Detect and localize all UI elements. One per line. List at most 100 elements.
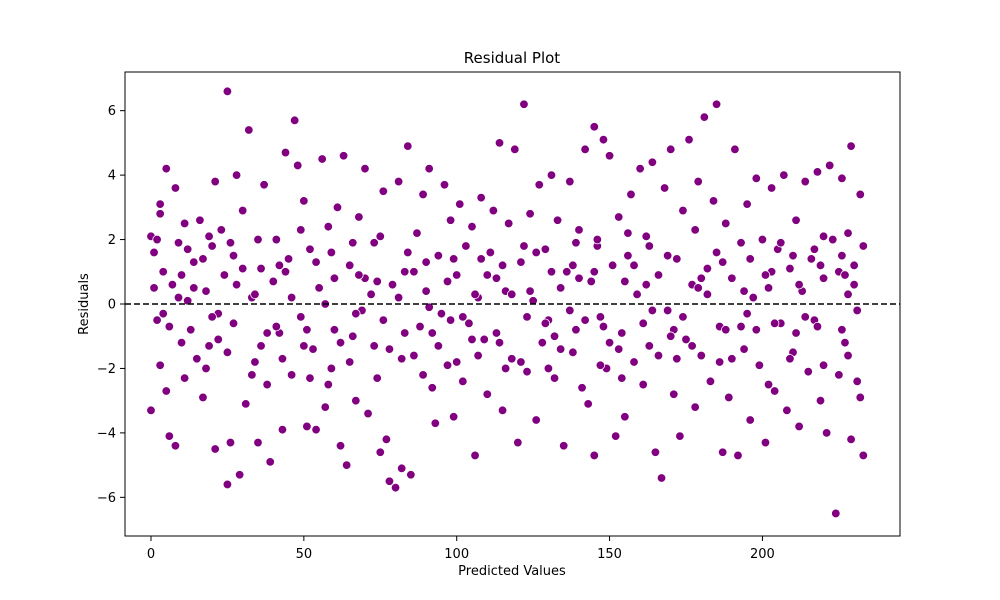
data-point xyxy=(219,270,230,280)
data-point xyxy=(717,257,728,267)
data-point xyxy=(837,173,847,184)
data-point xyxy=(589,267,599,277)
data-point xyxy=(176,337,187,348)
data-point xyxy=(173,292,184,303)
data-point xyxy=(302,421,312,432)
data-point xyxy=(234,470,245,480)
data-point xyxy=(577,383,587,393)
data-point xyxy=(549,331,560,341)
data-point xyxy=(311,424,321,435)
data-point xyxy=(497,405,508,416)
data-point xyxy=(546,170,557,180)
data-point xyxy=(785,354,795,364)
data-point xyxy=(280,267,291,277)
data-point xyxy=(403,141,413,151)
data-point xyxy=(843,289,853,300)
data-point xyxy=(329,273,340,283)
data-point xyxy=(849,279,859,290)
data-point xyxy=(855,189,865,200)
data-point xyxy=(409,267,419,277)
data-point xyxy=(745,254,755,264)
data-point xyxy=(363,408,373,419)
data-point xyxy=(421,286,431,296)
data-point xyxy=(733,450,743,461)
data-point xyxy=(598,321,609,332)
data-point xyxy=(222,479,233,490)
data-point xyxy=(393,292,404,303)
data-point xyxy=(641,231,651,242)
data-point xyxy=(152,315,162,325)
data-point xyxy=(452,270,462,280)
data-point xyxy=(204,231,214,242)
data-point xyxy=(286,370,297,380)
data-point xyxy=(843,228,853,238)
data-point xyxy=(647,305,658,316)
data-point xyxy=(623,250,633,261)
data-point xyxy=(794,421,804,432)
data-point xyxy=(216,225,227,235)
data-point xyxy=(763,379,774,390)
data-point xyxy=(675,431,685,441)
data-point xyxy=(479,334,489,345)
data-point xyxy=(858,450,869,461)
data-point xyxy=(283,254,294,264)
data-point xyxy=(308,344,318,354)
data-point xyxy=(555,283,566,293)
data-point xyxy=(855,392,865,403)
data-point xyxy=(617,373,627,383)
data-point xyxy=(207,241,217,251)
data-point xyxy=(571,325,581,335)
data-point xyxy=(253,234,263,245)
data-point xyxy=(794,279,804,290)
data-point xyxy=(721,218,731,229)
data-point xyxy=(659,183,670,193)
data-point xyxy=(155,199,165,209)
data-point xyxy=(852,376,862,387)
data-point xyxy=(500,363,511,374)
data-point xyxy=(296,225,306,235)
data-point xyxy=(687,341,697,351)
data-point xyxy=(406,470,416,480)
data-point xyxy=(256,263,266,274)
data-point xyxy=(222,347,233,358)
data-point xyxy=(158,308,168,319)
data-point xyxy=(485,247,496,258)
data-point xyxy=(323,221,334,232)
data-point xyxy=(580,315,590,325)
data-point xyxy=(442,276,453,287)
data-point xyxy=(491,328,502,338)
data-point xyxy=(332,202,343,213)
data-point xyxy=(626,189,636,200)
data-point xyxy=(467,221,477,232)
data-point xyxy=(672,354,682,364)
chart-title: Residual Plot xyxy=(464,49,561,67)
data-point xyxy=(516,257,526,267)
data-point xyxy=(375,231,385,242)
data-point xyxy=(650,447,661,457)
data-point xyxy=(552,215,563,225)
data-point xyxy=(583,399,593,409)
data-point xyxy=(311,257,321,267)
data-point xyxy=(641,279,651,290)
data-point xyxy=(693,283,703,293)
data-point xyxy=(192,354,202,364)
data-point xyxy=(470,450,480,461)
data-point xyxy=(785,263,795,274)
data-point xyxy=(237,205,248,216)
data-point xyxy=(452,357,462,367)
x-axis: 0 50 100 150 200 xyxy=(147,536,775,562)
data-point xyxy=(644,341,655,351)
data-point xyxy=(696,273,706,283)
data-point xyxy=(164,321,175,332)
data-point xyxy=(555,344,566,354)
data-point xyxy=(745,415,755,425)
data-point xyxy=(458,312,468,322)
y-tick-label: −6 xyxy=(97,491,116,506)
data-point xyxy=(522,366,532,377)
data-point xyxy=(189,257,199,267)
data-point xyxy=(837,325,847,335)
data-point xyxy=(372,373,382,383)
data-point xyxy=(806,254,817,264)
data-point xyxy=(366,289,376,300)
data-point xyxy=(858,241,869,251)
